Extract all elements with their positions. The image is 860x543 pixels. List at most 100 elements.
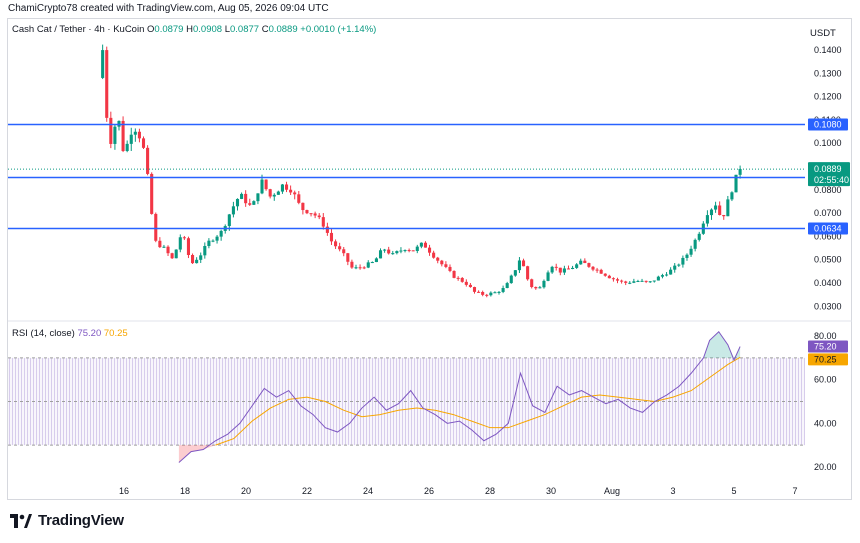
- candle-body: [350, 261, 354, 268]
- price-axis-tick: 0.1400: [814, 45, 842, 55]
- rsi-value: 75.20: [77, 328, 102, 339]
- candle-body: [407, 250, 411, 252]
- candle-body: [411, 250, 415, 252]
- level-price-tag: [808, 222, 848, 235]
- candle-body: [109, 117, 113, 144]
- candle-body: [362, 267, 366, 269]
- candle-body: [546, 272, 550, 281]
- candle-body: [203, 246, 207, 256]
- candle-body: [603, 273, 607, 276]
- candle-body: [211, 240, 215, 242]
- candle-body: [244, 193, 248, 204]
- candle-body: [374, 258, 378, 263]
- candle-body: [460, 278, 464, 282]
- level-price-label: 0.1080: [814, 120, 842, 130]
- candle-body: [178, 237, 182, 250]
- candle-body: [186, 238, 191, 255]
- candle-body: [530, 279, 534, 288]
- rsi-value-tag-label: 75.20: [814, 342, 837, 352]
- candle-body: [587, 263, 591, 267]
- candle-body: [321, 217, 325, 227]
- rsi-line: [178, 330, 741, 463]
- ohlc-legend[interactable]: Cash Cat / Tether · 4h · KuCoin O0.0879 …: [12, 24, 376, 35]
- candle-body: [505, 283, 509, 289]
- candle-body: [513, 270, 517, 276]
- candle-body: [248, 203, 252, 205]
- rsi-oversold-fill: [178, 445, 216, 463]
- candle-body: [113, 126, 117, 144]
- candle-body: [542, 280, 546, 288]
- candle-body: [595, 269, 599, 271]
- price-axis-tick: 0.0400: [814, 278, 842, 288]
- candle-body: [387, 249, 391, 254]
- candle-body: [158, 240, 162, 248]
- candle-body: [129, 134, 133, 144]
- tradingview-logo[interactable]: TradingView: [10, 512, 124, 529]
- rsi-axis-tick: 60.00: [814, 375, 837, 385]
- candle-body: [509, 275, 513, 284]
- candle-body: [297, 194, 301, 203]
- candle-body: [456, 277, 460, 279]
- candle-body: [464, 281, 468, 285]
- candle-body: [521, 260, 526, 267]
- rsi-axis-tick: 80.00: [814, 331, 837, 341]
- candle-body: [669, 269, 673, 275]
- candle-body: [693, 239, 697, 249]
- candle-body: [554, 266, 558, 268]
- candle-body: [342, 249, 346, 254]
- price-axis-tick: 0.1300: [814, 68, 842, 78]
- change-value: +0.0010 (+1.14%): [300, 24, 377, 35]
- candle-body: [166, 246, 170, 254]
- candle-body: [215, 236, 219, 241]
- candle-body: [718, 205, 722, 215]
- candle-body: [199, 255, 203, 260]
- price-axis-tick: 0.1200: [814, 92, 842, 102]
- candle-body: [170, 253, 174, 259]
- candle-body: [154, 213, 158, 241]
- candle-body: [550, 266, 554, 273]
- candle-body: [472, 287, 477, 292]
- candle-body: [697, 233, 701, 240]
- candle-body: [632, 281, 636, 283]
- candle-body: [722, 214, 726, 217]
- candle-body: [162, 246, 166, 248]
- rsi-ma-value: 70.25: [103, 328, 128, 339]
- candle-body: [436, 257, 440, 261]
- symbol-label[interactable]: Cash Cat / Tether · 4h · KuCoin: [12, 24, 145, 35]
- candle-body: [579, 260, 583, 265]
- price-axis-tick: 0.0600: [814, 231, 842, 241]
- time-axis-tick: 28: [485, 486, 495, 496]
- candle-body: [317, 215, 321, 218]
- candle-body: [493, 292, 497, 294]
- candle-body: [370, 262, 374, 264]
- time-axis-tick: 18: [180, 486, 190, 496]
- level-price-label: 0.0634: [814, 224, 842, 234]
- candle-body: [240, 193, 244, 199]
- chart-caption: ChamiCrypto78 created with TradingView.c…: [8, 3, 329, 14]
- candle-body: [497, 291, 501, 293]
- candle-body: [489, 292, 493, 296]
- candle-body: [141, 138, 146, 148]
- price-axis-tick: 0.0500: [814, 255, 842, 265]
- candle-body: [709, 209, 714, 216]
- time-axis-tick: Aug: [604, 486, 620, 496]
- candle-body: [395, 251, 399, 254]
- candle-body: [566, 268, 571, 270]
- candle-body: [726, 199, 730, 217]
- close-value: 0.0889: [268, 24, 298, 35]
- candle-body: [534, 287, 538, 289]
- price-axis-tick: 0.0800: [814, 185, 842, 195]
- candle-body: [358, 267, 362, 269]
- candle-body: [615, 279, 620, 281]
- candle-body: [252, 201, 256, 205]
- rsi-label[interactable]: RSI (14, close): [12, 328, 75, 339]
- chart-frame: [7, 18, 852, 500]
- close-label: C: [261, 24, 269, 35]
- tradingview-logo-icon: [10, 513, 32, 528]
- rsi-legend[interactable]: RSI (14, close) 75.20 70.25: [12, 328, 128, 339]
- time-axis-tick: 5: [731, 486, 736, 496]
- candle-body: [391, 253, 395, 255]
- time-axis-tick: 7: [792, 486, 797, 496]
- currency-label[interactable]: USDT: [810, 28, 836, 39]
